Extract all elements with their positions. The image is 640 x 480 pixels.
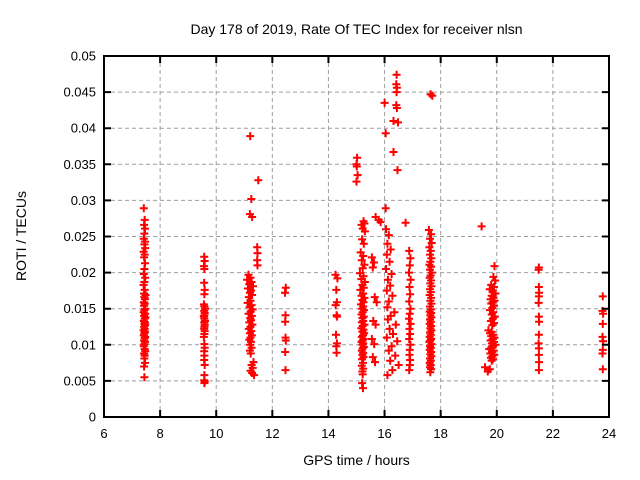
tick-marks (103, 55, 610, 418)
y-tick-label: 0.035 (63, 157, 96, 172)
x-axis-label: GPS time / hours (303, 452, 410, 468)
chart-title: Day 178 of 2019, Rate Of TEC Index for r… (190, 21, 523, 37)
y-tick-label: 0.015 (63, 301, 96, 316)
x-tick-label: 22 (546, 426, 560, 441)
x-tick-label: 18 (433, 426, 447, 441)
y-tick-label: 0 (89, 410, 96, 425)
y-tick-label: 0.045 (63, 85, 96, 100)
x-tick-label: 16 (377, 426, 391, 441)
y-tick-label: 0.005 (63, 373, 96, 388)
x-tick-label: 8 (156, 426, 163, 441)
y-tick-label: 0.03 (71, 193, 96, 208)
y-tick-label: 0.025 (63, 229, 96, 244)
y-tick-label: 0.02 (71, 265, 96, 280)
data-point-markers (139, 70, 608, 393)
y-axis-label: ROTI / TECUs (13, 191, 29, 281)
x-tick-label: 20 (490, 426, 504, 441)
x-tick-label: 12 (265, 426, 279, 441)
x-tick-label: 24 (602, 426, 616, 441)
x-tick-label: 10 (209, 426, 223, 441)
y-tick-label: 0.05 (71, 49, 96, 64)
y-tick-label: 0.04 (71, 121, 96, 136)
x-tick-label: 14 (321, 426, 335, 441)
x-tick-label: 6 (100, 426, 107, 441)
y-tick-label: 0.01 (71, 337, 96, 352)
